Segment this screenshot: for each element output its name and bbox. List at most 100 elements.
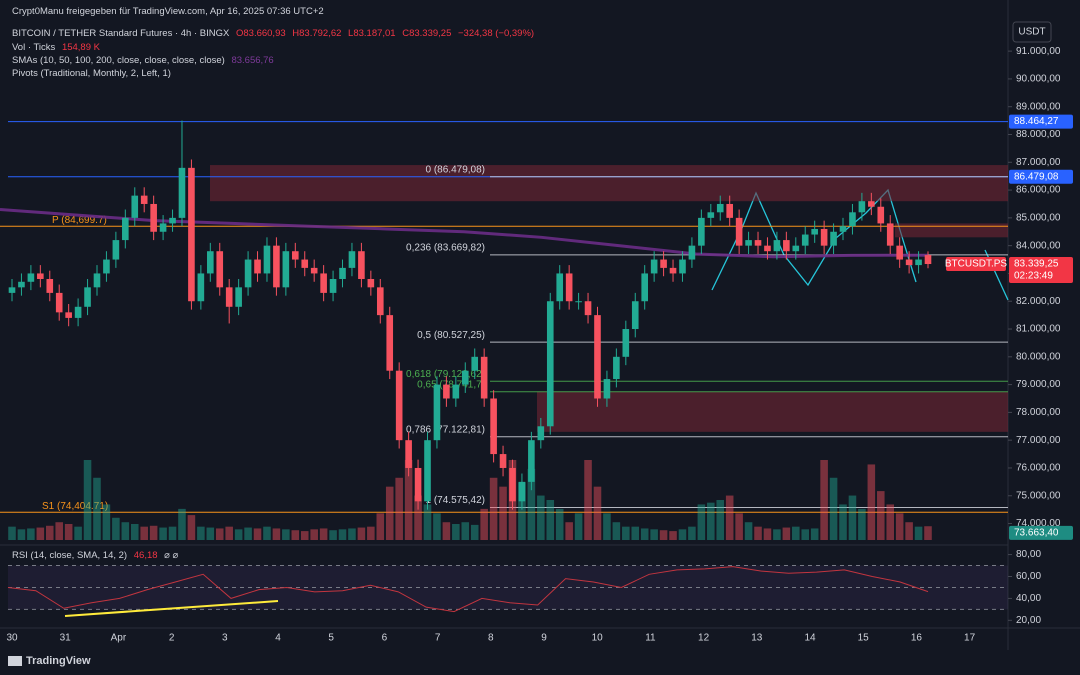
countdown: 02:23:49 xyxy=(1014,271,1053,282)
price-badge-label: 73.663,40 xyxy=(1014,528,1059,539)
y-tick-label: 82.000,00 xyxy=(1016,296,1061,307)
volume-bar xyxy=(159,527,167,540)
candle-body xyxy=(858,201,866,213)
ohlc-change: −324,38 (−0,39%) xyxy=(458,28,535,39)
volume-bar xyxy=(895,513,904,540)
candle-body xyxy=(613,356,620,380)
volume-bar xyxy=(914,526,923,540)
fib-label: 0,65 (78.741,7) xyxy=(417,379,485,390)
candle-body xyxy=(414,467,422,502)
candle-body xyxy=(556,273,564,302)
candle-body xyxy=(461,370,469,385)
candle-body xyxy=(103,259,110,274)
volume-bar xyxy=(112,517,120,540)
candle-body xyxy=(518,481,526,502)
candle-body xyxy=(225,287,233,307)
rsi-tick-label: 20,00 xyxy=(1016,615,1041,626)
volume-bar xyxy=(735,513,743,540)
candle-body xyxy=(301,259,309,268)
x-tick-label: 2 xyxy=(169,633,175,644)
volume-bar xyxy=(244,527,252,540)
volume-bar xyxy=(64,524,73,540)
candle-body xyxy=(443,384,450,399)
y-tick-label: 74.000,00 xyxy=(1016,518,1061,529)
volume-bar xyxy=(848,495,857,540)
volume-bar xyxy=(612,522,621,540)
vol-row: Vol · Ticks 154,89 K xyxy=(12,42,104,53)
volume-bar xyxy=(45,525,54,540)
volume-bar xyxy=(461,522,470,540)
currency: USDT xyxy=(1018,27,1045,38)
candle-body xyxy=(537,426,545,441)
candle-body xyxy=(849,212,856,227)
candle-body xyxy=(830,231,837,246)
candle-body xyxy=(291,251,299,260)
currency-box[interactable] xyxy=(1012,21,1052,43)
y-tick-label: 78.000,00 xyxy=(1016,407,1061,418)
candle-body xyxy=(499,454,507,468)
candle-body xyxy=(905,259,913,266)
x-tick-label: 8 xyxy=(488,633,494,644)
x-tick-label: 30 xyxy=(6,633,18,644)
sma-row: SMAs (10, 50, 100, 200, close, close, cl… xyxy=(12,55,278,66)
volume-bar xyxy=(810,528,819,540)
rsi-title: RSI (14, close, SMA, 14, 2) xyxy=(12,550,128,561)
candle-body xyxy=(178,167,186,218)
fib-label: 0,5 (80.527,25) xyxy=(417,330,485,341)
y-tick-label: 91.000,00 xyxy=(1016,46,1061,57)
candle-body xyxy=(707,212,715,218)
candle-body xyxy=(480,356,488,399)
volume-bar xyxy=(688,526,696,540)
symbol-badge xyxy=(946,257,1006,272)
candle-body xyxy=(622,329,630,357)
volume-bar xyxy=(215,528,224,540)
shared-by-text: Crypt0Manu freigegeben für TradingView.c… xyxy=(12,6,324,17)
volume-bar xyxy=(319,528,328,540)
y-tick-label: 75.000,00 xyxy=(1016,490,1061,501)
y-tick-label: 89.000,00 xyxy=(1016,101,1061,112)
x-tick-label: 6 xyxy=(382,633,388,644)
x-tick-label: 31 xyxy=(60,633,72,644)
x-tick-label: 13 xyxy=(751,633,763,644)
volume-bar xyxy=(763,528,772,540)
volume-bar xyxy=(130,524,139,540)
volume-bar xyxy=(187,515,196,540)
y-tick-label: 84.000,00 xyxy=(1016,240,1061,251)
volume-bar xyxy=(27,528,35,540)
volume-bar xyxy=(744,522,753,540)
candle-body xyxy=(386,315,394,371)
candle-body xyxy=(395,370,403,441)
ohlc-open: O83.660,93 xyxy=(235,28,286,39)
volume-bar xyxy=(433,513,441,540)
volume-bar xyxy=(442,522,451,540)
candle-body xyxy=(546,301,554,427)
candle-body xyxy=(348,251,356,268)
candle-body xyxy=(924,255,932,265)
x-tick-label: 11 xyxy=(645,633,656,644)
volume-bar xyxy=(725,495,734,540)
candle-body xyxy=(896,245,903,260)
volume-bar xyxy=(773,529,781,540)
x-tick-label: 10 xyxy=(592,633,604,644)
vol-value: 154,89 K xyxy=(61,42,100,53)
candle-body xyxy=(528,440,535,482)
candle-body xyxy=(783,240,790,252)
candle-body xyxy=(169,217,176,224)
ohlc-high: H83.792,62 xyxy=(292,28,342,39)
candle-body xyxy=(254,259,261,274)
brand-logo xyxy=(8,656,22,666)
candle-body xyxy=(159,223,167,232)
volume-bar xyxy=(8,526,16,540)
ohlc-close: C83.339,25 xyxy=(402,28,452,39)
y-tick-label: 90.000,00 xyxy=(1016,74,1061,85)
x-tick-label: 17 xyxy=(964,633,976,644)
volume-bar xyxy=(225,526,233,540)
rsi-trendline xyxy=(64,600,279,617)
volume-bar xyxy=(263,526,271,540)
brand: TradingView xyxy=(26,655,91,667)
candle-body xyxy=(650,259,658,274)
candle-body xyxy=(122,217,129,241)
candle-body xyxy=(150,203,157,232)
volume-bar xyxy=(206,527,215,540)
